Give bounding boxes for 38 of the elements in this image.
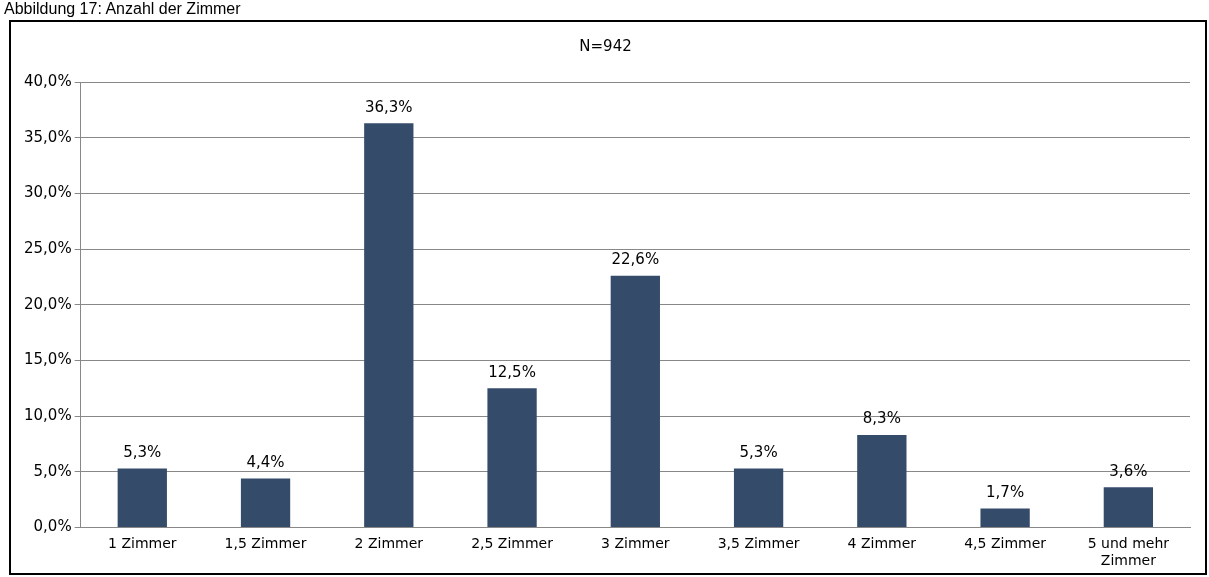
y-tick-label: 15,0%	[24, 350, 72, 369]
x-tick-label: 3 Zimmer	[601, 535, 670, 552]
data-label: 5,3%	[739, 442, 778, 461]
data-label: 12,5%	[488, 362, 536, 381]
bar	[733, 468, 784, 527]
data-label: 36,3%	[364, 97, 413, 116]
data-label: 1,7%	[986, 482, 1025, 501]
y-tick-label: 35,0%	[24, 127, 72, 146]
bar	[610, 275, 660, 527]
x-tick-label: 3,5 Zimmer	[717, 535, 800, 552]
y-tick-label: 30,0%	[24, 183, 72, 202]
y-tick-label: 10,0%	[24, 405, 72, 424]
bar	[857, 434, 907, 527]
x-tick-label: 2,5 Zimmer	[471, 535, 554, 552]
chart-title: Abbildung 17: Anzahl der Zimmer	[4, 0, 241, 18]
chart-subtitle: N=942	[579, 36, 632, 55]
data-label: 8,3%	[862, 409, 901, 428]
bar	[980, 508, 1030, 527]
y-tick-label: 5,0%	[33, 461, 72, 480]
y-tick-label: 0,0%	[33, 517, 72, 536]
bar	[487, 388, 537, 527]
bar	[240, 478, 291, 527]
bar	[364, 123, 414, 527]
x-tick-label: 4 Zimmer	[847, 535, 917, 552]
x-tick-label: 1 Zimmer	[108, 535, 177, 552]
data-label: 3,6%	[1109, 461, 1148, 480]
data-label: 4,4%	[246, 452, 285, 471]
x-tick-label: 1,5 Zimmer	[224, 535, 307, 552]
x-tick-label: 4,5 Zimmer	[964, 535, 1047, 552]
y-tick-label: 40,0%	[24, 71, 72, 90]
x-tick-label: 5 und mehr Zimmer	[1087, 535, 1170, 569]
y-tick-label: 25,0%	[24, 238, 72, 257]
bar	[117, 468, 167, 527]
y-tick-label: 20,0%	[24, 294, 72, 313]
bar	[1103, 487, 1154, 527]
x-tick-label: 2 Zimmer	[354, 535, 424, 552]
data-label: 5,3%	[123, 442, 162, 461]
data-label: 22,6%	[611, 250, 660, 269]
